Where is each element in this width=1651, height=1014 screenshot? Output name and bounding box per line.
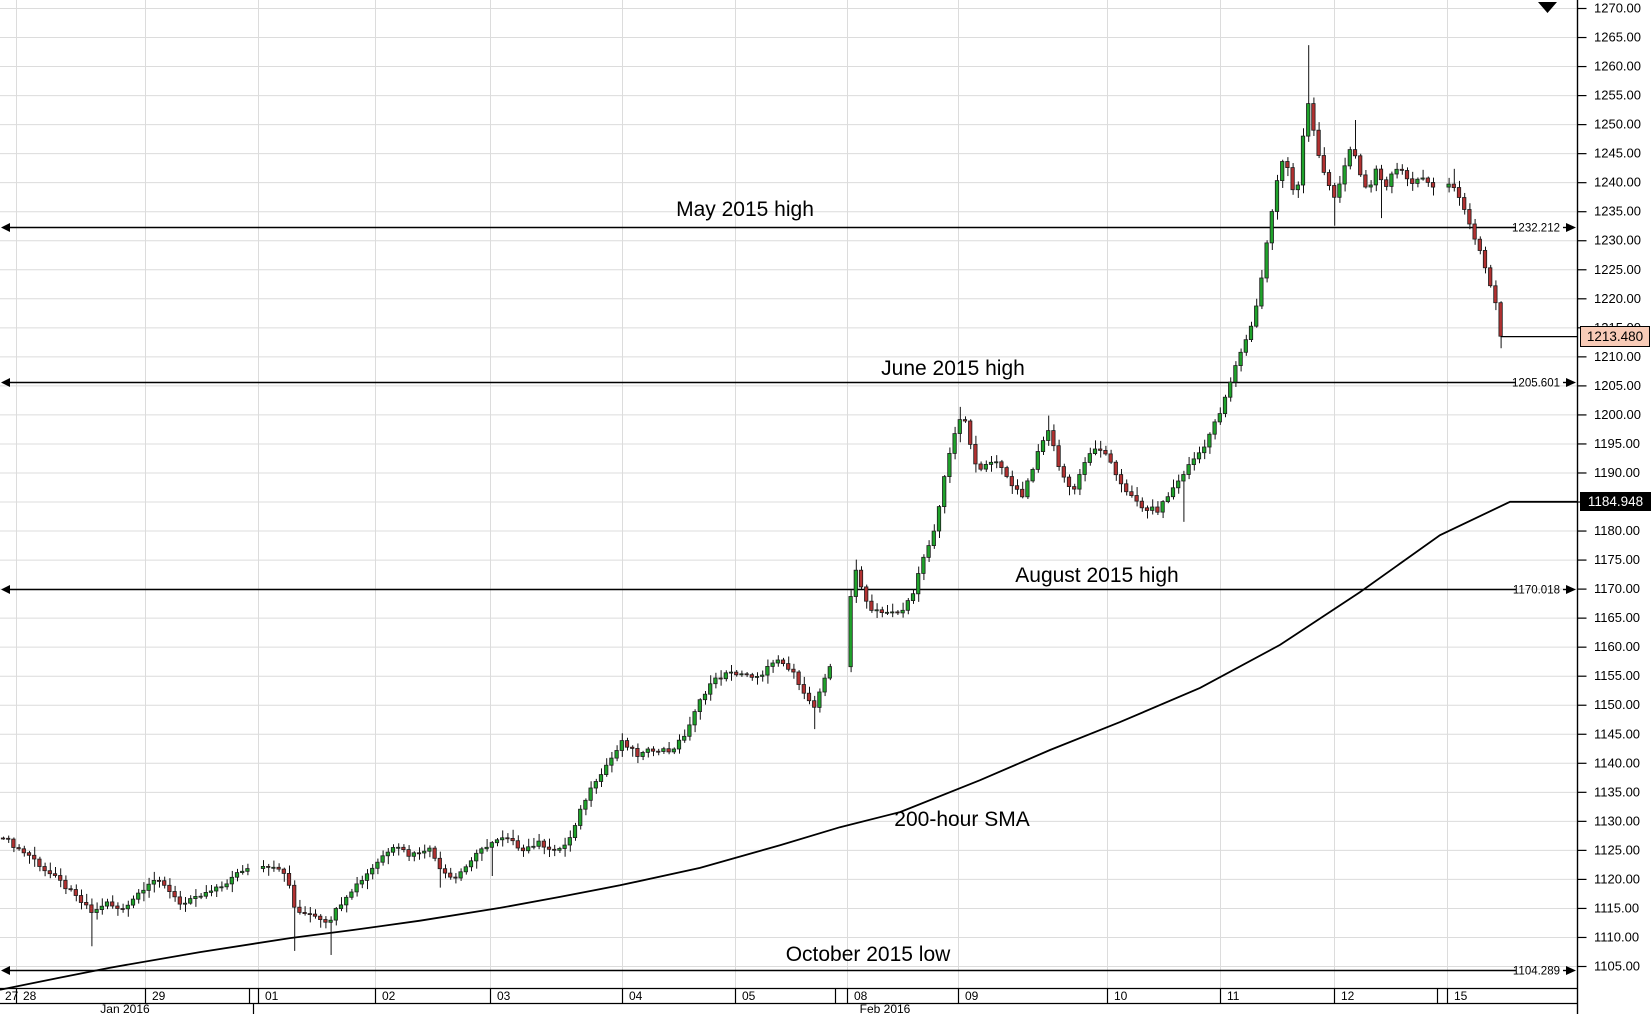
- svg-text:04: 04: [629, 989, 643, 1003]
- svg-text:1190.00: 1190.00: [1594, 465, 1640, 480]
- svg-text:10: 10: [1114, 989, 1128, 1003]
- level-left-arrow-icon: [1, 966, 10, 975]
- svg-text:1210.00: 1210.00: [1594, 349, 1641, 364]
- svg-text:1165.00: 1165.00: [1594, 610, 1640, 625]
- svg-text:01: 01: [265, 989, 279, 1003]
- x-axis: 27 28 29 01 02 03 04 05 08 09 10 11 12 15 Jan 2016 Feb …: [0, 987, 1578, 1014]
- svg-text:1240.00: 1240.00: [1594, 175, 1641, 190]
- svg-text:Feb 2016: Feb 2016: [860, 1002, 911, 1014]
- svg-text:1220.00: 1220.00: [1594, 291, 1641, 306]
- svg-text:1270.00: 1270.00: [1594, 1, 1641, 16]
- last-price-label: 1213.480: [1580, 326, 1650, 347]
- svg-text:1140.00: 1140.00: [1594, 755, 1640, 770]
- svg-text:1175.00: 1175.00: [1594, 552, 1640, 567]
- svg-text:1245.00: 1245.00: [1594, 146, 1641, 161]
- svg-text:1225.00: 1225.00: [1594, 262, 1641, 277]
- sma-value-label: 1184.948: [1580, 492, 1651, 511]
- annotation-june-2015-high: June 2015 high: [881, 357, 1025, 380]
- annotation-200-hour-sma: 200-hour SMA: [894, 808, 1030, 831]
- svg-text:1232.212: 1232.212: [1512, 223, 1560, 235]
- svg-text:1130.00: 1130.00: [1594, 813, 1640, 828]
- svg-text:1200.00: 1200.00: [1594, 407, 1641, 422]
- svg-text:1120.00: 1120.00: [1594, 871, 1640, 886]
- svg-text:1150.00: 1150.00: [1594, 697, 1640, 712]
- svg-text:1230.00: 1230.00: [1594, 233, 1641, 248]
- svg-text:1160.00: 1160.00: [1594, 639, 1640, 654]
- svg-text:09: 09: [965, 989, 979, 1003]
- svg-text:1255.00: 1255.00: [1594, 88, 1641, 103]
- svg-text:15: 15: [1454, 989, 1468, 1003]
- svg-text:1235.00: 1235.00: [1594, 204, 1641, 219]
- annotation-october-2015-low: October 2015 low: [785, 943, 951, 966]
- svg-text:1250.00: 1250.00: [1594, 117, 1641, 132]
- svg-text:12: 12: [1341, 989, 1355, 1003]
- level-left-arrow-icon: [1, 223, 10, 232]
- annotation-august-2015-high: August 2015 high: [1015, 564, 1179, 587]
- svg-text:1145.00: 1145.00: [1594, 726, 1640, 741]
- level-right-arrow-icon: [1566, 378, 1576, 387]
- level-right-arrow-icon: [1566, 966, 1576, 975]
- svg-text:1125.00: 1125.00: [1594, 842, 1640, 857]
- svg-text:1135.00: 1135.00: [1594, 784, 1640, 799]
- svg-text:29: 29: [152, 989, 166, 1003]
- svg-text:1104.289: 1104.289: [1513, 966, 1560, 978]
- svg-text:02: 02: [382, 989, 396, 1003]
- level-left-arrow-icon: [1, 585, 10, 594]
- svg-text:1205.601: 1205.601: [1512, 378, 1560, 390]
- svg-text:1115.00: 1115.00: [1594, 900, 1639, 915]
- level-right-arrow-icon: [1566, 585, 1576, 594]
- level-left-arrow-icon: [1, 378, 10, 387]
- svg-text:1170.00: 1170.00: [1594, 581, 1640, 596]
- svg-text:08: 08: [854, 989, 868, 1003]
- sma-line: [0, 500, 1580, 991]
- candles: [0, 45, 1503, 955]
- level-right-arrow-icon: [1566, 223, 1576, 232]
- svg-text:1105.00: 1105.00: [1594, 959, 1640, 974]
- svg-text:05: 05: [742, 989, 756, 1003]
- svg-text:1260.00: 1260.00: [1594, 59, 1641, 74]
- svg-text:1155.00: 1155.00: [1594, 668, 1640, 683]
- svg-text:27: 27: [5, 989, 19, 1003]
- level-lines: 1232.212 1205.601 1170.018 1104.289: [1, 223, 1576, 978]
- svg-text:11: 11: [1227, 989, 1240, 1003]
- svg-text:1180.00: 1180.00: [1594, 523, 1640, 538]
- svg-text:1265.00: 1265.00: [1594, 30, 1641, 45]
- svg-text:Jan 2016: Jan 2016: [100, 1002, 150, 1014]
- svg-text:03: 03: [497, 989, 511, 1003]
- svg-text:1195.00: 1195.00: [1594, 436, 1640, 451]
- svg-text:28: 28: [23, 989, 37, 1003]
- svg-text:1170.018: 1170.018: [1513, 585, 1560, 597]
- scroll-down-indicator-icon: [1538, 2, 1557, 13]
- annotation-may-2015-high: May 2015 high: [676, 198, 814, 221]
- svg-text:1205.00: 1205.00: [1594, 378, 1641, 393]
- svg-text:1110.00: 1110.00: [1594, 929, 1639, 944]
